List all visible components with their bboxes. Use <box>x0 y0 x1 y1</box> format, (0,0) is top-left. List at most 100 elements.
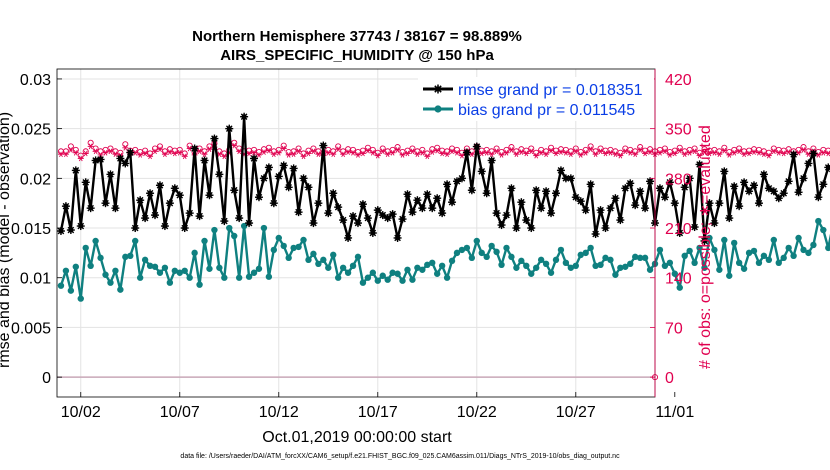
bias-point <box>344 269 352 276</box>
rmse-point <box>210 134 219 143</box>
obs-evaluated-point <box>825 150 830 157</box>
rmse-point-ray <box>458 175 466 182</box>
bias-point <box>325 264 332 271</box>
rmse-point <box>611 194 620 203</box>
obs-evaluated-point <box>582 149 589 156</box>
obs-evaluated-point <box>458 152 465 159</box>
bias-point <box>245 273 253 280</box>
bias-point <box>379 272 386 279</box>
rmse-point-ray <box>770 187 778 195</box>
rmse-point <box>299 174 308 183</box>
rmse-point-ray <box>745 187 753 195</box>
bias-point <box>577 251 584 259</box>
rmse-point-ray <box>537 204 545 212</box>
rmse-point-ray <box>696 161 703 168</box>
obs-possible-point <box>661 145 668 152</box>
obs-evaluated-point <box>647 149 654 155</box>
rmse-point <box>740 178 749 187</box>
obs-possible-point <box>285 149 292 156</box>
bias-point <box>359 279 367 286</box>
obs-evaluated-point <box>587 146 594 153</box>
obs-evaluated-point <box>156 146 163 153</box>
bias-point <box>612 271 619 278</box>
bias-point <box>810 241 817 249</box>
bias-point <box>201 237 208 245</box>
right-tick-label: 280 <box>665 171 692 188</box>
rmse-point-ray <box>156 181 164 189</box>
bias-point <box>820 226 827 234</box>
rmse-point <box>304 183 313 192</box>
y-tick-label: 0.01 <box>20 271 51 288</box>
bias-point <box>602 254 609 262</box>
rmse-point-ray <box>730 182 738 190</box>
bias-point <box>468 254 476 262</box>
rmse-point <box>655 184 664 193</box>
obs-possible-point <box>508 144 515 151</box>
obs-possible-point <box>231 139 238 146</box>
obs-evaluated-point <box>369 149 376 156</box>
obs-evaluated-point <box>755 149 762 156</box>
obs-evaluated-point <box>161 151 168 158</box>
rmse-point-ray <box>656 184 664 192</box>
obs-evaluated-point <box>736 148 743 155</box>
rmse-point <box>730 182 739 191</box>
rmse-point-ray <box>404 190 411 198</box>
rmse-point <box>126 148 135 157</box>
obs-possible-point <box>716 148 723 155</box>
rmse-point-ray <box>740 178 748 186</box>
obs-possible-point <box>156 143 164 150</box>
obs-evaluated-point <box>147 153 154 160</box>
rmse-point-ray <box>354 219 362 227</box>
rmse-point <box>457 174 466 183</box>
obs-possible-point <box>260 146 267 153</box>
obs-possible-point <box>414 148 421 155</box>
obs-evaluated-point <box>152 148 159 155</box>
bias-point <box>780 254 787 262</box>
rmse-point-ray <box>780 189 788 197</box>
rmse-point-ray <box>344 234 352 242</box>
bias-point <box>315 260 322 268</box>
rmse-point <box>626 179 635 188</box>
bias-point <box>176 269 183 276</box>
rmse-point <box>710 219 719 228</box>
rmse-point-ray <box>97 156 104 163</box>
rmse-point <box>522 216 531 225</box>
obs-evaluated-point <box>726 152 733 158</box>
rmse-point-ray <box>112 204 119 212</box>
rmse-point <box>809 149 818 158</box>
rmse-point-ray <box>324 209 332 217</box>
rmse-point <box>492 209 501 218</box>
rmse-point <box>745 187 754 196</box>
obs-evaluated-point <box>557 149 564 155</box>
rmse-point <box>111 204 120 213</box>
right-axis-label: # of obs: o=possible; ∗=evaluated <box>697 125 714 369</box>
obs-possible-point <box>686 146 693 153</box>
bias-point <box>82 244 89 252</box>
bias-point <box>77 295 84 302</box>
rmse-point <box>779 189 788 198</box>
rmse-point-ray <box>612 194 619 202</box>
rmse-point <box>136 196 145 205</box>
bias-point <box>62 267 70 274</box>
obs-evaluated-point <box>354 152 361 158</box>
obs-evaluated-point <box>374 152 381 159</box>
rmse-point-ray <box>62 202 70 210</box>
rmse-point-ray <box>186 209 193 217</box>
rmse-point <box>547 209 556 218</box>
obs-possible-point <box>582 146 589 153</box>
rmse-point-ray <box>57 227 65 235</box>
y-axis-label: rmse and bias (model - observation) <box>0 112 13 368</box>
rmse-point-ray <box>542 187 550 195</box>
obs-possible-point <box>562 146 569 153</box>
rmse-point-ray <box>379 211 387 219</box>
bias-point <box>310 250 317 258</box>
rmse-point-ray <box>423 190 431 198</box>
bias-point <box>587 244 594 252</box>
rmse-point-ray <box>765 184 773 192</box>
bias-point <box>716 266 723 273</box>
obs-possible-point <box>102 146 109 153</box>
obs-possible-point <box>632 148 639 155</box>
bias-point <box>528 270 535 277</box>
rmse-point <box>428 204 437 213</box>
bias-point <box>805 249 812 257</box>
